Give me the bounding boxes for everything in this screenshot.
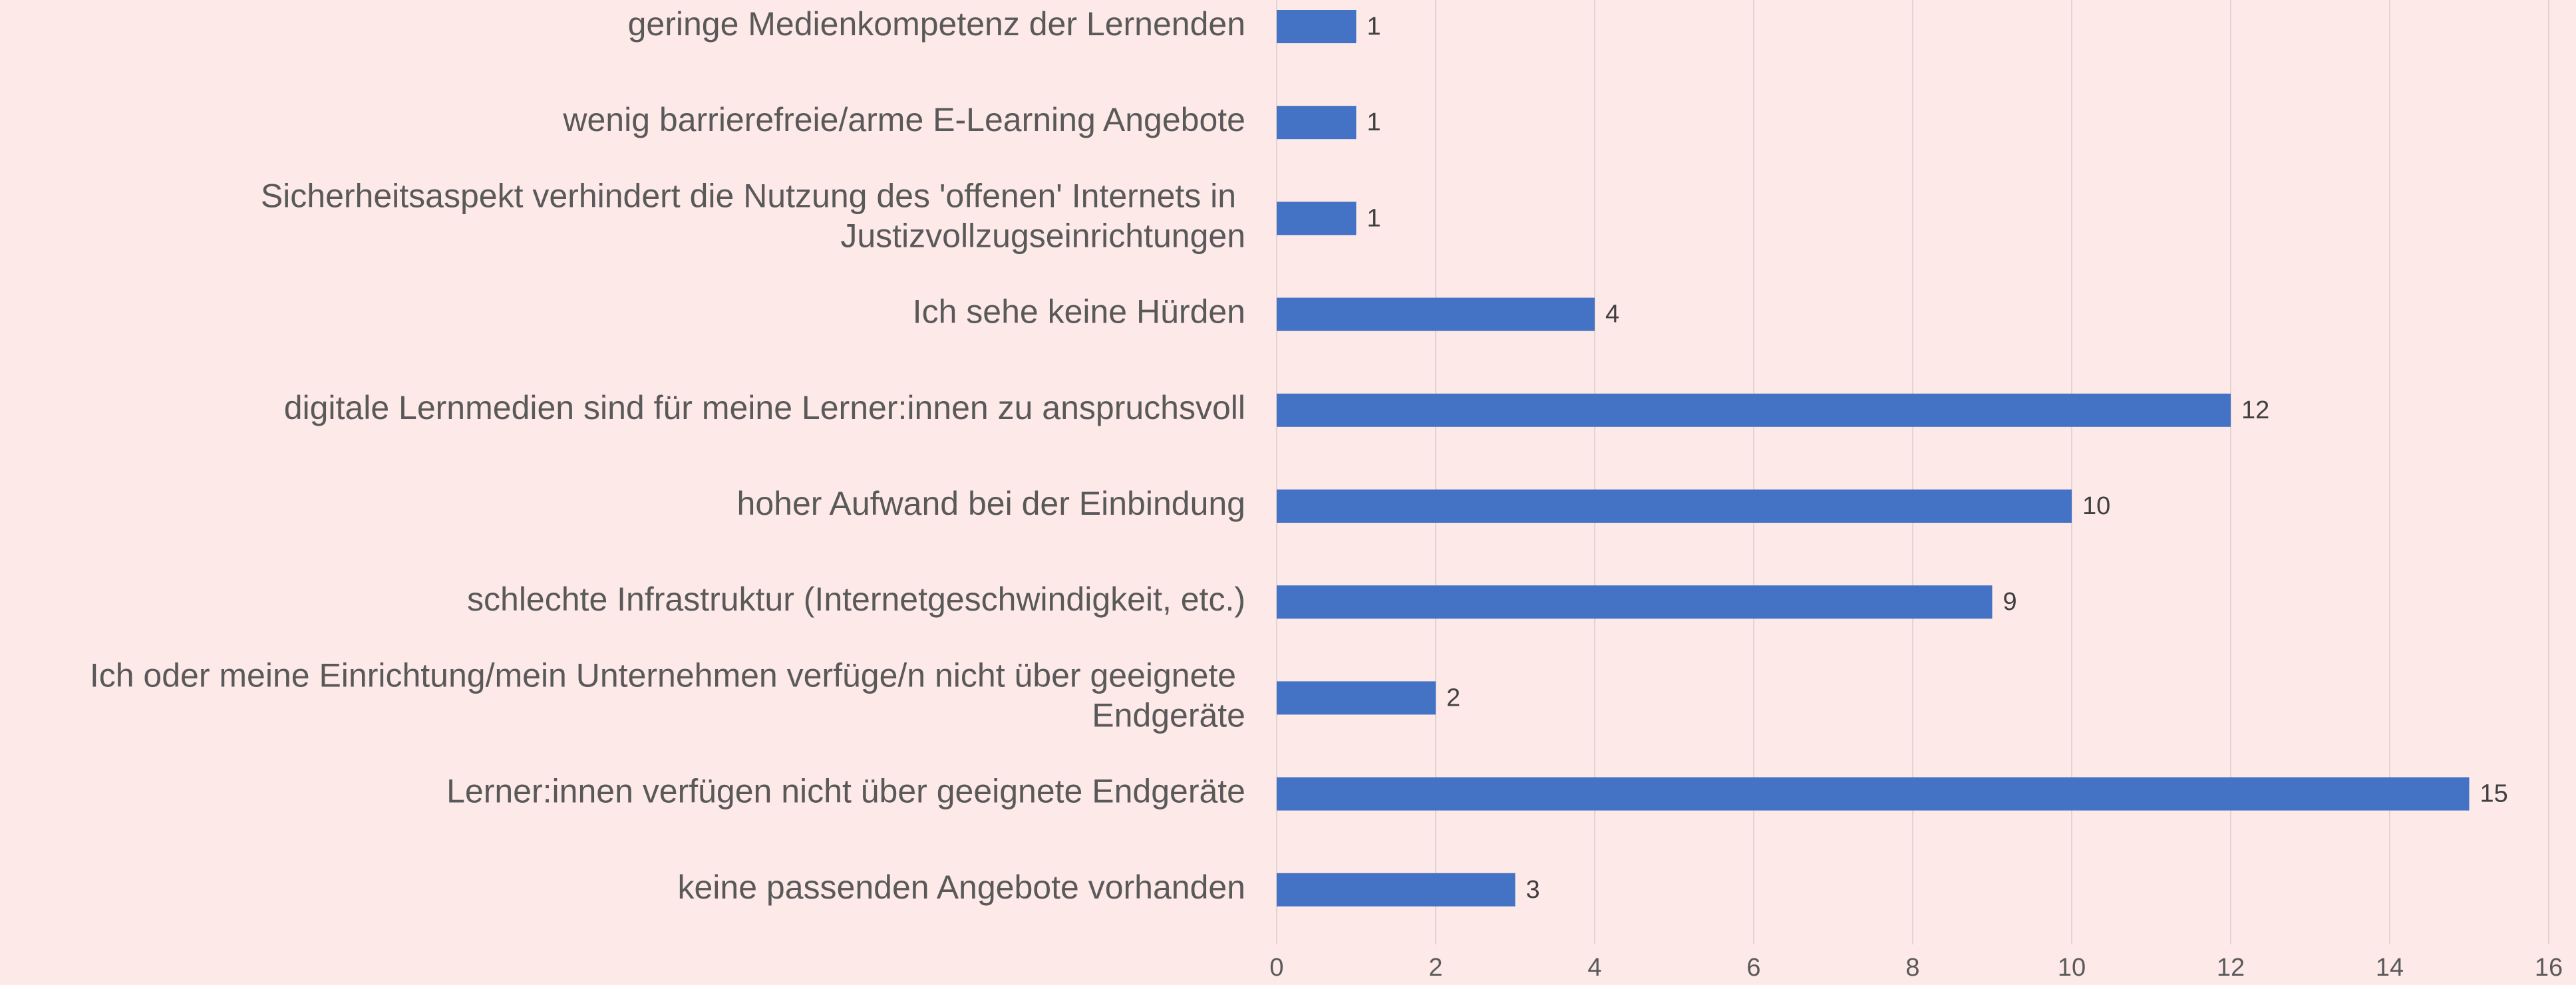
bar bbox=[1277, 873, 1516, 907]
value-label: 10 bbox=[2082, 492, 2110, 520]
category-label: Lerner:innen verfügen nicht über geeigne… bbox=[446, 773, 1245, 810]
x-tick-label: 4 bbox=[1587, 954, 1601, 982]
x-tick-label: 16 bbox=[2535, 954, 2563, 982]
x-tick-label: 8 bbox=[1905, 954, 1919, 982]
category-label: Sicherheitsaspekt verhindert die Nutzung… bbox=[261, 178, 1245, 255]
x-tick-label: 2 bbox=[1428, 954, 1442, 982]
value-label: 2 bbox=[1446, 684, 1460, 712]
value-label: 4 bbox=[1605, 301, 1619, 329]
category-label: hoher Aufwand bei der Einbindung bbox=[737, 485, 1245, 522]
category-label: wenig barrierefreie/arme E-Learning Ange… bbox=[562, 101, 1245, 138]
category-label: digitale Lernmedien sind für meine Lerne… bbox=[284, 389, 1245, 426]
category-label: keine passenden Angebote vorhanden bbox=[678, 869, 1246, 906]
bar bbox=[1277, 490, 2072, 523]
value-label: 3 bbox=[1526, 876, 1540, 904]
bar bbox=[1277, 202, 1357, 235]
value-label: 1 bbox=[1367, 204, 1381, 232]
bar bbox=[1277, 585, 1993, 619]
value-label: 15 bbox=[2480, 780, 2508, 808]
value-label: 12 bbox=[2241, 396, 2269, 424]
value-label: 1 bbox=[1367, 108, 1381, 136]
category-label: Ich sehe keine Hürden bbox=[913, 293, 1245, 331]
x-tick-label: 14 bbox=[2376, 954, 2404, 982]
bar bbox=[1277, 297, 1595, 331]
x-tick-label: 6 bbox=[1746, 954, 1760, 982]
bar bbox=[1277, 106, 1357, 140]
category-label: Ich oder meine Einrichtung/mein Unterneh… bbox=[90, 657, 1245, 734]
x-tick-label: 0 bbox=[1269, 954, 1283, 982]
bar bbox=[1277, 10, 1357, 43]
bar bbox=[1277, 777, 2470, 811]
bar bbox=[1277, 681, 1436, 715]
bar bbox=[1277, 393, 2231, 427]
category-label: schlechte Infrastruktur (Internetgeschwi… bbox=[467, 581, 1245, 618]
value-label: 1 bbox=[1367, 13, 1381, 41]
category-label: geringe Medienkompetenz der Lernenden bbox=[628, 5, 1245, 43]
x-tick-label: 10 bbox=[2058, 954, 2086, 982]
x-tick-label: 12 bbox=[2217, 954, 2245, 982]
value-label: 9 bbox=[2003, 588, 2017, 616]
